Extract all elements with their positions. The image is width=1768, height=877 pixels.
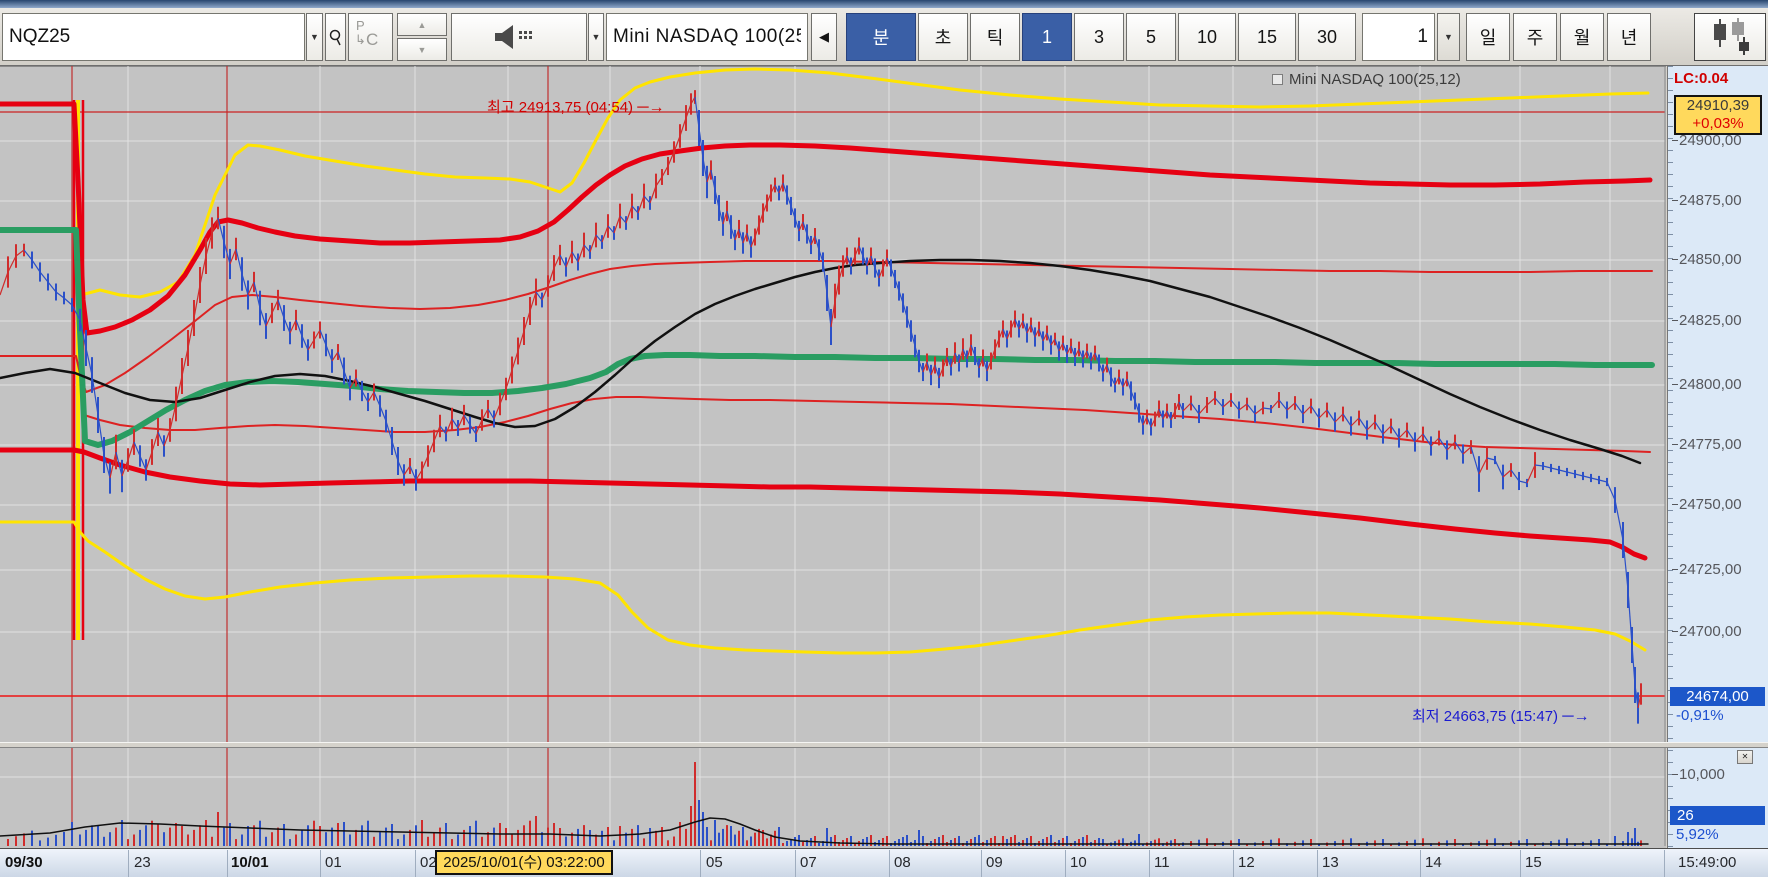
- price-label: 24825,00: [1672, 312, 1742, 329]
- range-button-일[interactable]: 일: [1466, 13, 1510, 61]
- time-axis-separator: [1065, 850, 1066, 877]
- current-change-label: -0,91%: [1676, 707, 1724, 724]
- custom-interval-input[interactable]: [1362, 13, 1435, 61]
- time-label: 10/01: [231, 854, 269, 871]
- time-label: 15: [1525, 854, 1542, 871]
- time-label: 12: [1238, 854, 1255, 871]
- range-button-년[interactable]: 년: [1607, 13, 1651, 61]
- time-label: 07: [800, 854, 817, 871]
- time-axis-separator: [1664, 850, 1665, 877]
- price-label: 24875,00: [1672, 192, 1742, 209]
- speaker-dropdown-button[interactable]: ▼: [588, 13, 604, 61]
- interval-dropdown-button[interactable]: ▼: [1437, 13, 1460, 61]
- time-axis-separator: [1317, 850, 1318, 877]
- period-button-분[interactable]: 분: [846, 13, 916, 61]
- volume-pane-collapse-button[interactable]: ✕: [1737, 750, 1753, 764]
- time-label: 02: [420, 854, 437, 871]
- period-button-틱[interactable]: 틱: [970, 13, 1020, 61]
- time-axis-separator: [1420, 850, 1421, 877]
- period-button-5[interactable]: 5: [1126, 13, 1176, 61]
- price-label: 24850,00: [1672, 251, 1742, 268]
- time-label: 10: [1070, 854, 1087, 871]
- price-label: 24800,00: [1672, 376, 1742, 393]
- price-label: 24750,00: [1672, 496, 1742, 513]
- price-axis-ticks: [1668, 66, 1673, 848]
- chart-type-button[interactable]: [1694, 13, 1766, 61]
- time-axis[interactable]: 09/30 23 10/01 01 02 05 07 08 09 10 11 12 13 14 15 202…: [0, 848, 1768, 877]
- last-time-label: 15:49:00: [1678, 854, 1737, 871]
- instrument-name-field[interactable]: [606, 13, 808, 61]
- low-arrow-icon: ─→: [1562, 708, 1590, 725]
- pc-compare-icon[interactable]: P ↳ C: [348, 13, 393, 61]
- time-label: 11: [1154, 854, 1170, 871]
- legend-label: Mini NASDAQ 100(25,12): [1289, 71, 1461, 88]
- time-label: 13: [1322, 854, 1339, 871]
- period-button-3[interactable]: 3: [1074, 13, 1124, 61]
- time-axis-separator: [1520, 850, 1521, 877]
- session-low-annotation: 최저 24663,75 (15:47) ─→: [1412, 708, 1590, 725]
- time-label: 09: [986, 854, 1003, 871]
- time-axis-separator: [889, 850, 890, 877]
- time-axis-separator: [981, 850, 982, 877]
- time-axis-separator: [1233, 850, 1234, 877]
- time-axis-separator: [1149, 850, 1150, 877]
- search-icon[interactable]: [325, 13, 346, 61]
- period-button-1[interactable]: 1: [1022, 13, 1072, 61]
- spin-down-icon[interactable]: ▼: [397, 38, 447, 61]
- symbol-dropdown-button[interactable]: ▼: [306, 13, 323, 61]
- lc-indicator-label: LC:0.04: [1674, 70, 1729, 87]
- range-button-주[interactable]: 주: [1513, 13, 1557, 61]
- candlestick-icon: [1714, 18, 1749, 55]
- time-label: 08: [894, 854, 911, 871]
- time-axis-separator: [128, 850, 129, 877]
- spin-up-icon[interactable]: ▲: [397, 13, 447, 36]
- period-button-30[interactable]: 30: [1298, 13, 1356, 61]
- window-title-strip: [0, 0, 1768, 8]
- time-label: 01: [325, 854, 342, 871]
- speaker-icon[interactable]: [451, 13, 587, 61]
- session-high-annotation: 최고 24913,75 (04:54) ─→: [487, 99, 665, 116]
- current-price-badge: 24674,00: [1670, 687, 1765, 706]
- volume-axis-label: 10,000: [1672, 766, 1725, 783]
- time-axis-separator: [415, 850, 416, 877]
- crosshair-date-tooltip: 2025/10/01(수) 03:22:00: [435, 850, 613, 875]
- time-label: 14: [1425, 854, 1442, 871]
- time-axis-separator: [320, 850, 321, 877]
- pane-divider[interactable]: [0, 742, 1768, 748]
- period-button-초[interactable]: 초: [918, 13, 968, 61]
- time-axis-separator: [227, 850, 228, 877]
- volume-change-label: 5,92%: [1676, 826, 1719, 843]
- session-high-badge: 24910,39 +0,03%: [1674, 95, 1762, 135]
- chart-plot-area[interactable]: [0, 66, 1666, 848]
- high-arrow-icon: ─→: [637, 99, 665, 116]
- series-legend[interactable]: Mini NASDAQ 100(25,12): [1272, 71, 1461, 88]
- price-label: 24775,00: [1672, 436, 1742, 453]
- price-label: 24725,00: [1672, 561, 1742, 578]
- current-volume-badge: 26: [1670, 806, 1765, 825]
- price-axis[interactable]: LC:0.04 24910,39 +0,03% 24900,00 24875,00…: [1667, 66, 1768, 848]
- time-label: 09/30: [5, 854, 43, 871]
- period-button-10[interactable]: 10: [1178, 13, 1236, 61]
- time-label: 05: [706, 854, 723, 871]
- price-label: 24700,00: [1672, 623, 1742, 640]
- prev-symbol-button[interactable]: ◀: [811, 13, 837, 61]
- time-axis-separator: [700, 850, 701, 877]
- time-label: 23: [134, 854, 151, 871]
- time-axis-separator: [795, 850, 796, 877]
- legend-checkbox[interactable]: [1272, 74, 1283, 85]
- symbol-input[interactable]: [2, 13, 305, 61]
- price-label: 24900,00: [1672, 132, 1742, 149]
- range-button-월[interactable]: 월: [1560, 13, 1604, 61]
- period-button-15[interactable]: 15: [1238, 13, 1296, 61]
